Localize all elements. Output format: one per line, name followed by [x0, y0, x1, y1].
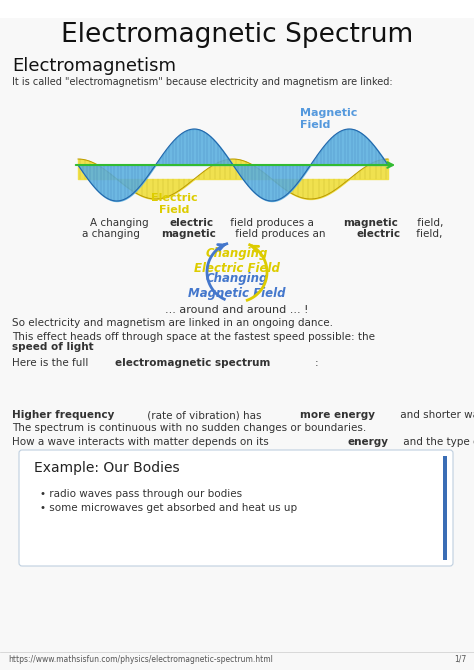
FancyBboxPatch shape — [19, 450, 453, 566]
Text: How a wave interacts with matter depends on its: How a wave interacts with matter depends… — [12, 437, 272, 447]
Text: Here is the full: Here is the full — [12, 358, 91, 368]
Text: .: . — [86, 342, 90, 352]
Text: Changing
Magnetic Field: Changing Magnetic Field — [188, 272, 286, 300]
Text: 1/7: 1/7 — [454, 655, 466, 664]
Text: ... around and around ... !: ... around and around ... ! — [165, 305, 309, 315]
Text: This effect heads off through space at the fastest speed possible: the: This effect heads off through space at t… — [12, 332, 378, 342]
Text: Electric
Field: Electric Field — [151, 193, 197, 214]
Text: Example: Our Bodies: Example: Our Bodies — [34, 461, 180, 475]
Text: more energy: more energy — [300, 410, 375, 420]
Text: 10/9/23, 11:58 PM: 10/9/23, 11:58 PM — [8, 2, 77, 11]
Text: • radio waves pass through our bodies: • radio waves pass through our bodies — [40, 489, 242, 499]
Text: Magnetic
Field: Magnetic Field — [300, 108, 357, 129]
Text: field produces a: field produces a — [227, 218, 317, 228]
Text: a changing: a changing — [82, 229, 143, 239]
Text: magnetic: magnetic — [343, 218, 398, 228]
Text: Electromagnetic Spectrum: Electromagnetic Spectrum — [61, 22, 413, 48]
Text: Electromagnetic Spectrum: Electromagnetic Spectrum — [186, 2, 288, 11]
Text: electric: electric — [356, 229, 401, 239]
Text: (rate of vibration) has: (rate of vibration) has — [144, 410, 265, 420]
Text: It is called "electromagnetism" because electricity and magnetism are linked:: It is called "electromagnetism" because … — [12, 77, 392, 87]
FancyBboxPatch shape — [443, 456, 447, 560]
Text: field,: field, — [413, 229, 443, 239]
Text: electromagnetic spectrum: electromagnetic spectrum — [115, 358, 270, 368]
Text: • some microwaves get absorbed and heat us up: • some microwaves get absorbed and heat … — [40, 503, 297, 513]
Text: and shorter wavelength.: and shorter wavelength. — [397, 410, 474, 420]
Text: energy: energy — [347, 437, 389, 447]
Text: :: : — [315, 358, 319, 368]
Text: field produces an: field produces an — [232, 229, 328, 239]
Text: The spectrum is continuous with no sudden changes or boundaries.: The spectrum is continuous with no sudde… — [12, 423, 366, 433]
Text: Higher frequency: Higher frequency — [12, 410, 114, 420]
Text: field,: field, — [414, 218, 443, 228]
Text: magnetic: magnetic — [161, 229, 216, 239]
Text: and the type of matter: and the type of matter — [401, 437, 474, 447]
Text: speed of light: speed of light — [12, 342, 94, 352]
Text: A changing: A changing — [90, 218, 152, 228]
Text: https://www.mathsisfun.com/physics/electromagnetic-spectrum.html: https://www.mathsisfun.com/physics/elect… — [8, 655, 273, 664]
Text: Electromagnetism: Electromagnetism — [12, 57, 176, 75]
Text: Changing
Electric Field: Changing Electric Field — [194, 247, 280, 275]
Text: electric: electric — [170, 218, 214, 228]
Text: So electricity and magnetism are linked in an ongoing dance.: So electricity and magnetism are linked … — [12, 318, 333, 328]
FancyBboxPatch shape — [0, 0, 474, 18]
